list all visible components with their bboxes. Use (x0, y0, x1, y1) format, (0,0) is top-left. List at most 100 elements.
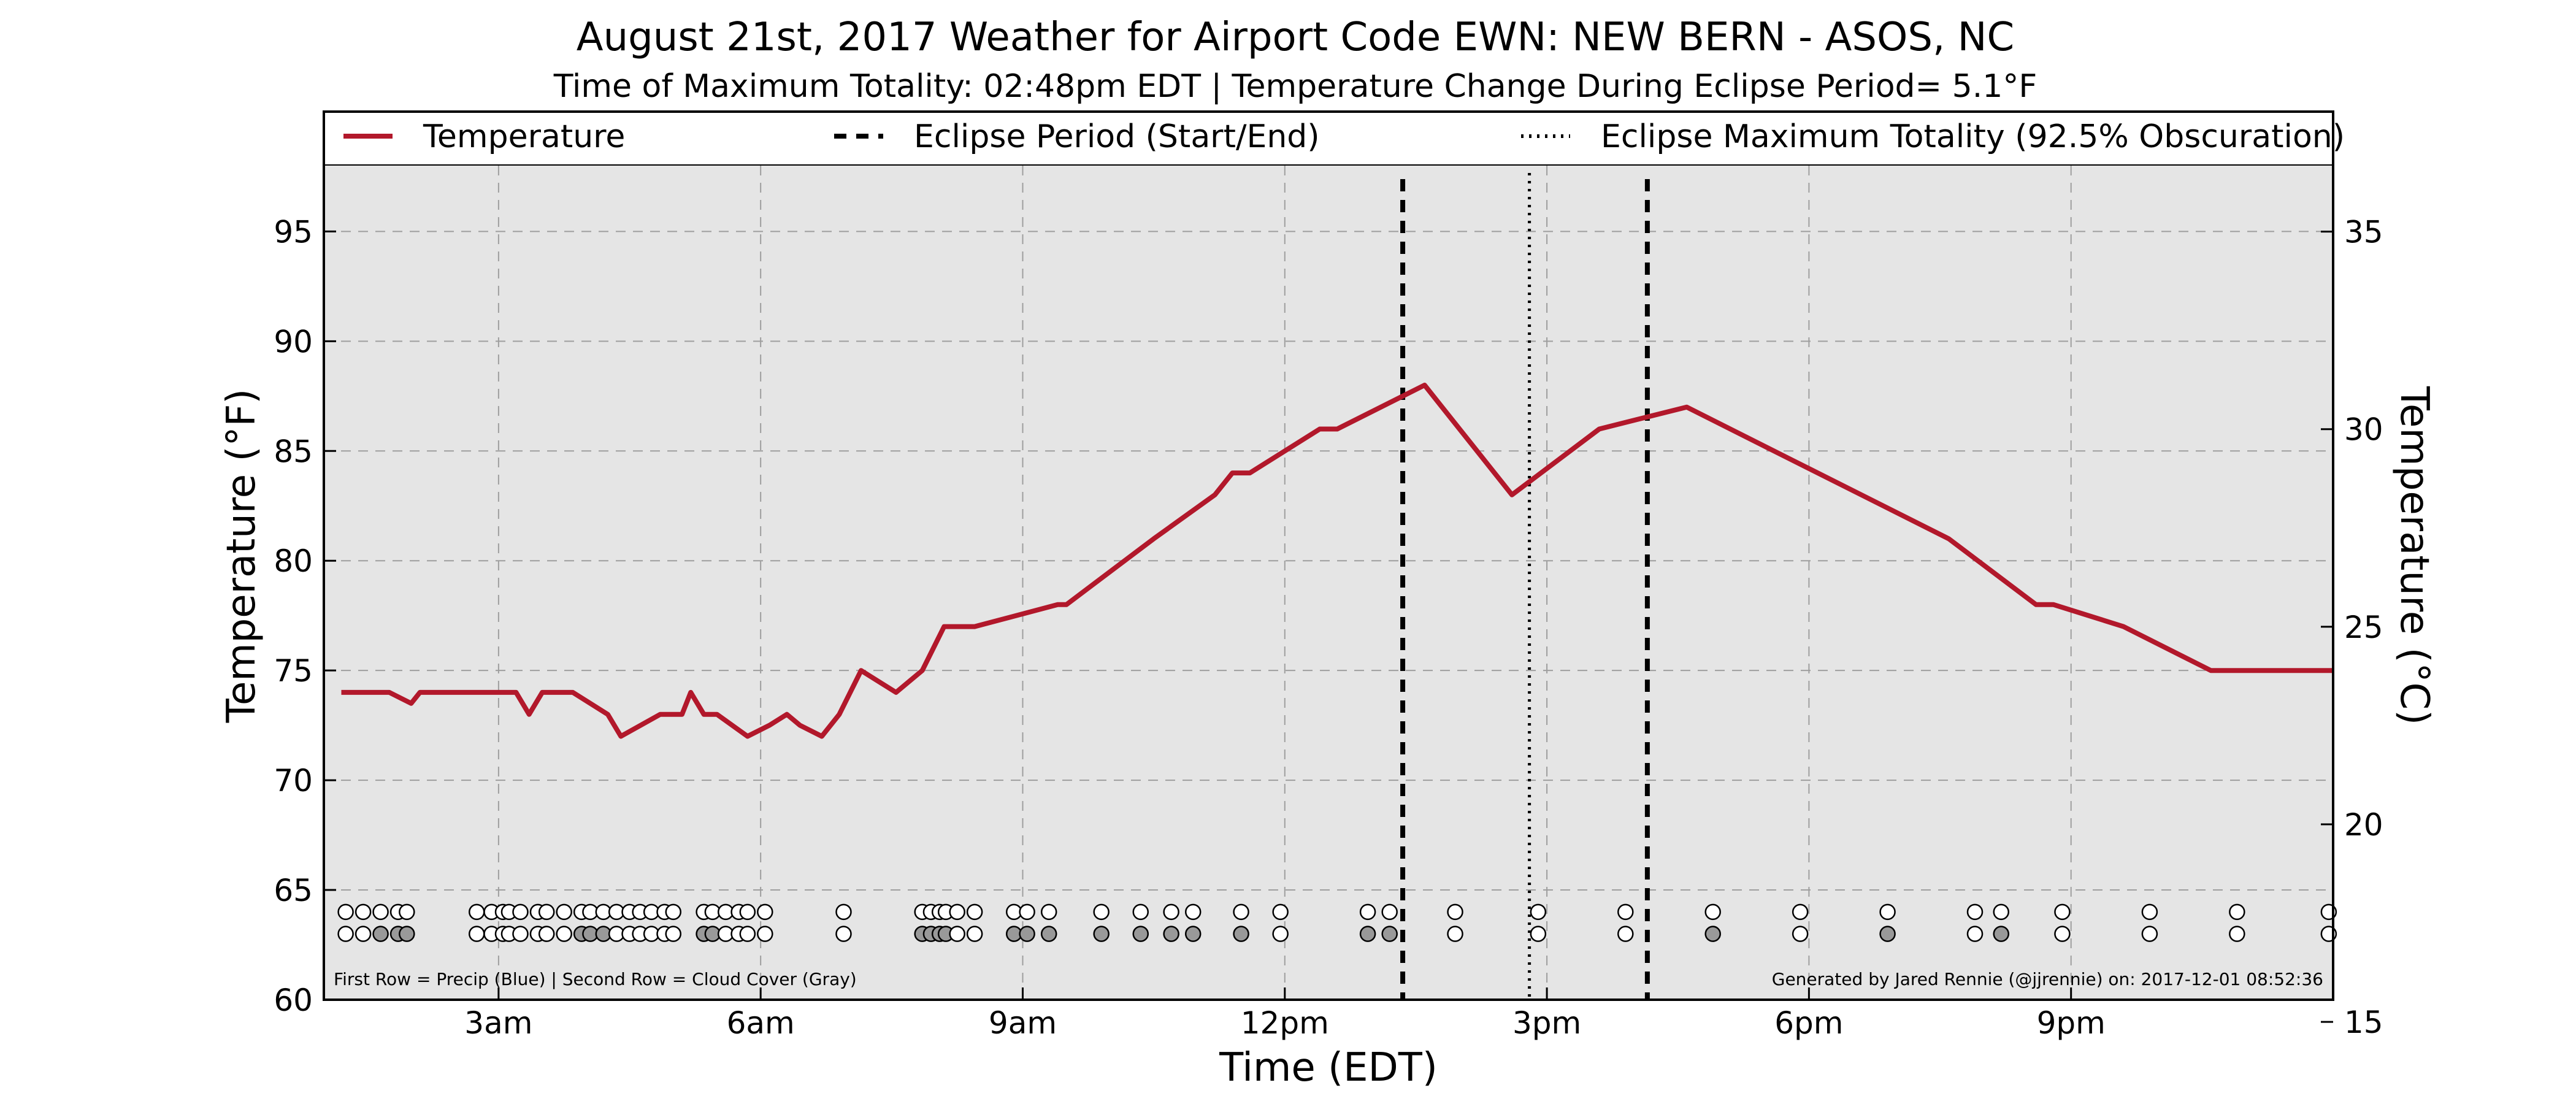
temperature-series (341, 382, 2333, 739)
legend: Temperature Eclipse Period (Start/End) E… (323, 110, 2345, 167)
precip-marker (337, 903, 354, 921)
y-tick-label: 85 (274, 434, 313, 469)
chart-subtitle: Time of Maximum Totality: 02:48pm EDT | … (553, 68, 2037, 105)
legend-temperature-label: Temperature (423, 118, 625, 155)
precip-marker (1530, 903, 1547, 921)
x-tick-label: 12pm (1241, 1005, 1329, 1041)
cloud-marker (399, 926, 415, 942)
cloud-marker (372, 926, 389, 942)
cloud-marker (1704, 926, 1721, 942)
precip-marker (1233, 903, 1249, 921)
precip-marker (1447, 903, 1463, 921)
cloud-marker (556, 926, 572, 942)
cloud-marker (966, 926, 983, 942)
y2-tick-label: 30 (2344, 412, 2383, 448)
cloud-marker (1359, 926, 1376, 942)
eclipse-lines (1400, 173, 1650, 1000)
x-tick-label: 3am (464, 1005, 532, 1041)
x-axis-label: Time (EDT) (1219, 1045, 1438, 1091)
precip-marker (1040, 903, 1057, 921)
precip-marker (1617, 903, 1634, 921)
y2-tick-label: 25 (2344, 610, 2383, 645)
cloud-marker (2054, 926, 2071, 942)
legend-box (323, 110, 2334, 167)
cloud-marker (2229, 926, 2245, 942)
y-tick-label: 75 (274, 653, 313, 689)
grid-lines (324, 166, 2333, 1000)
observation-markers (337, 903, 2337, 942)
cloud-marker (1272, 926, 1289, 942)
precip-marker (355, 903, 372, 921)
precip-marker (1993, 903, 2009, 921)
cloud-marker (665, 926, 681, 942)
y-tick-label: 95 (274, 214, 313, 250)
precip-marker (1879, 903, 1896, 921)
precip-marker (1272, 903, 1289, 921)
precip-marker (1184, 903, 1202, 921)
precip-marker (372, 903, 389, 921)
y-axis-label: Temperature (°F) (219, 389, 264, 724)
plot-frame (323, 110, 2334, 1001)
chart-title: August 21st, 2017 Weather for Airport Co… (577, 15, 2014, 60)
precip-marker (1966, 903, 1984, 921)
precip-marker (1792, 903, 1809, 921)
precip-marker (512, 903, 529, 921)
cloud-marker (835, 926, 852, 942)
precip-marker (1163, 903, 1179, 921)
precip-marker (2141, 903, 2158, 921)
cloud-marker (337, 926, 354, 942)
y2-axis-label: Temperature (°C) (2391, 386, 2437, 725)
cloud-marker (1447, 926, 1463, 942)
y2-tick-label: 15 (2344, 1005, 2383, 1040)
cloud-marker (2141, 926, 2158, 942)
cloud-marker (1132, 926, 1149, 942)
credit-note: Generated by Jared Rennie (@jjrennie) on… (1772, 969, 2323, 989)
cloud-marker (1019, 926, 1035, 942)
precip-marker (469, 903, 485, 921)
y2-tick-label: 35 (2344, 215, 2383, 250)
precip-marker (665, 903, 681, 921)
y-tick-label: 90 (274, 324, 313, 359)
precip-marker (2054, 903, 2071, 921)
x-tick-label: 3pm (1512, 1005, 1581, 1041)
x-tick-label: 6am (727, 1005, 795, 1041)
precip-marker (966, 903, 983, 921)
cloud-marker (1617, 926, 1634, 942)
cloud-marker (1993, 926, 2009, 942)
precip-marker (835, 903, 852, 921)
y-tick-label: 60 (274, 983, 313, 1018)
temperature-line (341, 382, 2333, 739)
cloud-marker (512, 926, 529, 942)
precip-marker (739, 903, 756, 921)
x-tick-label: 9pm (2037, 1005, 2106, 1041)
cloud-marker (949, 926, 965, 942)
precip-marker (538, 903, 555, 921)
plot-area (324, 166, 2333, 1000)
row-note: First Row = Precip (Blue) | Second Row =… (334, 969, 857, 989)
cloud-marker (1184, 926, 1202, 942)
y-tick-label: 70 (274, 763, 313, 799)
cloud-marker (1381, 926, 1398, 942)
x-tick-label: 9am (989, 1005, 1057, 1041)
cloud-marker (538, 926, 555, 942)
precip-marker (1132, 903, 1149, 921)
x-tick-label: 6pm (1774, 1005, 1843, 1041)
cloud-marker (1233, 926, 1249, 942)
cloud-marker (1879, 926, 1896, 942)
precip-marker (1019, 903, 1035, 921)
cloud-marker (739, 926, 756, 942)
precip-marker (1359, 903, 1376, 921)
cloud-marker (1966, 926, 1984, 942)
y-tick-label: 80 (274, 543, 313, 579)
cloud-marker (1530, 926, 1547, 942)
precip-marker (1381, 903, 1398, 921)
precip-marker (556, 903, 572, 921)
cloud-marker (469, 926, 485, 942)
precip-marker (2229, 903, 2245, 921)
cloud-marker (1093, 926, 1110, 942)
precip-marker (1093, 903, 1110, 921)
precip-marker (949, 903, 965, 921)
legend-eclipse-period-label: Eclipse Period (Start/End) (914, 118, 1320, 155)
y-tick-label: 65 (274, 873, 313, 908)
